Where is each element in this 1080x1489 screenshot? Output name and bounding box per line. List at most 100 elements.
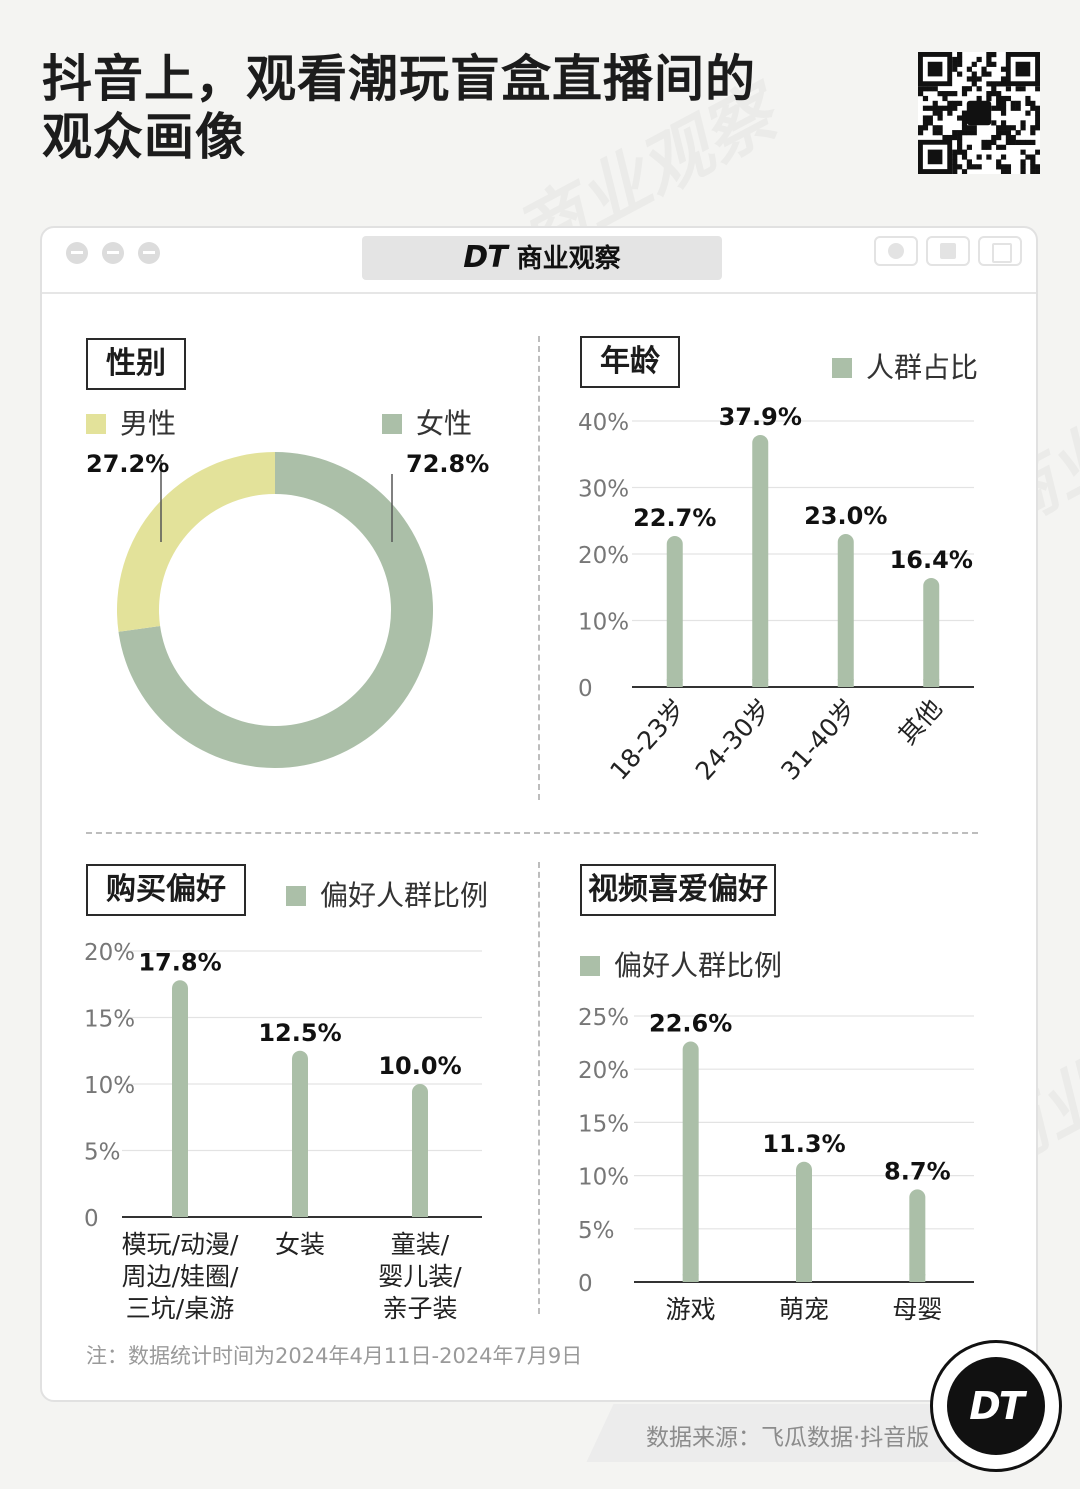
brand-bar: DT 商业观察	[362, 236, 722, 280]
donut-slice-male	[117, 452, 275, 632]
bar	[796, 1161, 812, 1282]
legend-swatch-male	[86, 414, 106, 434]
bar	[292, 1050, 308, 1217]
bar-base	[682, 1274, 699, 1282]
y-tick-label: 20%	[84, 940, 135, 966]
legend-male: 男性	[86, 402, 176, 442]
section-tag-purchase: 购买偏好	[86, 864, 246, 916]
bar-base	[837, 679, 854, 687]
legend-video: 偏好人群比例	[580, 944, 782, 984]
x-tick-label: 萌宠	[779, 1295, 829, 1324]
purchase-bar-chart: 0 5% 10% 15% 20% 17.8% 模玩/动漫/周边/娃圈/三坑/桌游 12.5% 女…	[84, 940, 482, 1320]
age-bar-chart: 0 10% 20% 30% 40% 22.7% 18-23岁 37.9% 24-30岁 23.0%…	[578, 403, 974, 786]
y-tick-label: 40%	[578, 410, 629, 436]
y-tick-label: 5%	[578, 1218, 615, 1244]
section-tag-gender: 性别	[86, 338, 186, 390]
copy-icon	[978, 236, 1022, 266]
y-tick-label: 10%	[578, 1165, 629, 1191]
bar-base	[292, 1209, 308, 1217]
y-tick-label: 10%	[84, 1073, 135, 1099]
legend-female: 女性	[382, 402, 472, 442]
record-icon	[874, 236, 918, 266]
x-tick-label: 其他	[893, 694, 948, 751]
close-icon	[66, 242, 88, 264]
legend-swatch	[580, 956, 600, 976]
x-tick-label: 18-23岁	[604, 694, 691, 786]
data-label: 22.6%	[649, 1010, 732, 1038]
y-tick-label: 15%	[578, 1111, 629, 1137]
section-tag-age: 年龄	[580, 336, 680, 388]
brand-name: 商业观察	[516, 244, 621, 274]
legend-age: 人群占比	[832, 346, 978, 386]
y-tick-label: 10%	[578, 610, 629, 636]
legend-swatch-female	[382, 414, 402, 434]
x-tick-label: 三坑/桌游	[126, 1294, 234, 1320]
brand-dt: DT	[463, 240, 507, 275]
x-tick-label: 女装	[275, 1230, 325, 1259]
minimize-icon	[102, 242, 124, 264]
bar	[909, 1189, 926, 1282]
y-tick-label: 25%	[578, 1005, 629, 1031]
y-tick-label: 20%	[578, 543, 629, 569]
x-tick-label: 24-30岁	[690, 694, 777, 786]
x-tick-label: 模玩/动漫/	[122, 1230, 239, 1259]
gender-donut-chart: 27.2% 72.8%	[86, 450, 489, 768]
bar-base	[796, 1274, 812, 1282]
legend-swatch	[286, 886, 306, 906]
y-tick-label: 5%	[84, 1140, 121, 1166]
x-tick-label: 母婴	[892, 1295, 942, 1324]
data-label: 16.4%	[890, 546, 973, 574]
bar-base	[909, 1274, 926, 1282]
data-label: 8.7%	[884, 1157, 951, 1185]
x-tick-label: 亲子装	[382, 1294, 457, 1320]
dt-logo: DT	[930, 1340, 1062, 1472]
bar-base	[666, 679, 683, 687]
data-label: 22.7%	[633, 504, 716, 532]
data-source: 数据来源：飞瓜数据·抖音版	[646, 1425, 930, 1451]
footnote: 注：数据统计时间为2024年4月11日-2024年7月9日	[86, 1344, 583, 1368]
divider-horizontal	[86, 832, 978, 834]
data-label: 37.9%	[719, 403, 802, 431]
bar-base	[412, 1209, 428, 1217]
bar-base	[172, 1209, 188, 1217]
bar	[172, 980, 188, 1217]
data-label: 23.0%	[804, 502, 887, 530]
y-tick-label: 0	[84, 1206, 99, 1232]
page-title: 抖音上，观看潮玩盲盒直播间的 观众画像	[42, 50, 756, 166]
bar-base	[752, 679, 769, 687]
video-bar-chart: 0 5% 10% 15% 20% 25% 22.6% 游戏 11.3% 萌宠 8.7% 母婴	[578, 1005, 974, 1324]
data-label: 17.8%	[138, 948, 221, 976]
bar	[923, 577, 940, 687]
bar-base	[923, 679, 940, 687]
maximize-icon	[138, 242, 160, 264]
legend-purchase: 偏好人群比例	[286, 874, 488, 914]
y-tick-label: 20%	[578, 1058, 629, 1084]
x-tick-label: 游戏	[666, 1295, 716, 1324]
y-tick-label: 0	[578, 676, 593, 702]
bar	[682, 1041, 699, 1282]
section-tag-video: 视频喜爱偏好	[580, 864, 776, 916]
y-tick-label: 15%	[84, 1007, 135, 1033]
share-icon	[926, 236, 970, 266]
data-label: 12.5%	[258, 1019, 341, 1047]
y-tick-label: 30%	[578, 477, 629, 503]
x-tick-label: 周边/娃圈/	[122, 1262, 239, 1291]
qr-code-icon	[918, 52, 1040, 174]
legend-swatch	[832, 358, 852, 378]
data-label-female: 72.8%	[406, 450, 489, 478]
data-label: 10.0%	[378, 1052, 461, 1080]
dt-logo-text: DT	[947, 1357, 1045, 1455]
data-label-male: 27.2%	[86, 450, 169, 478]
bar	[412, 1084, 428, 1217]
y-tick-label: 0	[578, 1271, 593, 1297]
bar	[666, 536, 683, 687]
window-toolbar: DT 商业观察	[42, 228, 1036, 294]
data-label: 11.3%	[762, 1130, 845, 1158]
bar	[837, 534, 854, 687]
divider-vertical	[538, 336, 540, 800]
bar	[752, 434, 769, 687]
x-tick-label: 31-40岁	[775, 694, 862, 786]
divider-vertical	[538, 862, 540, 1314]
x-tick-label: 婴儿装/	[378, 1262, 462, 1291]
x-tick-label: 童装/	[391, 1230, 450, 1259]
